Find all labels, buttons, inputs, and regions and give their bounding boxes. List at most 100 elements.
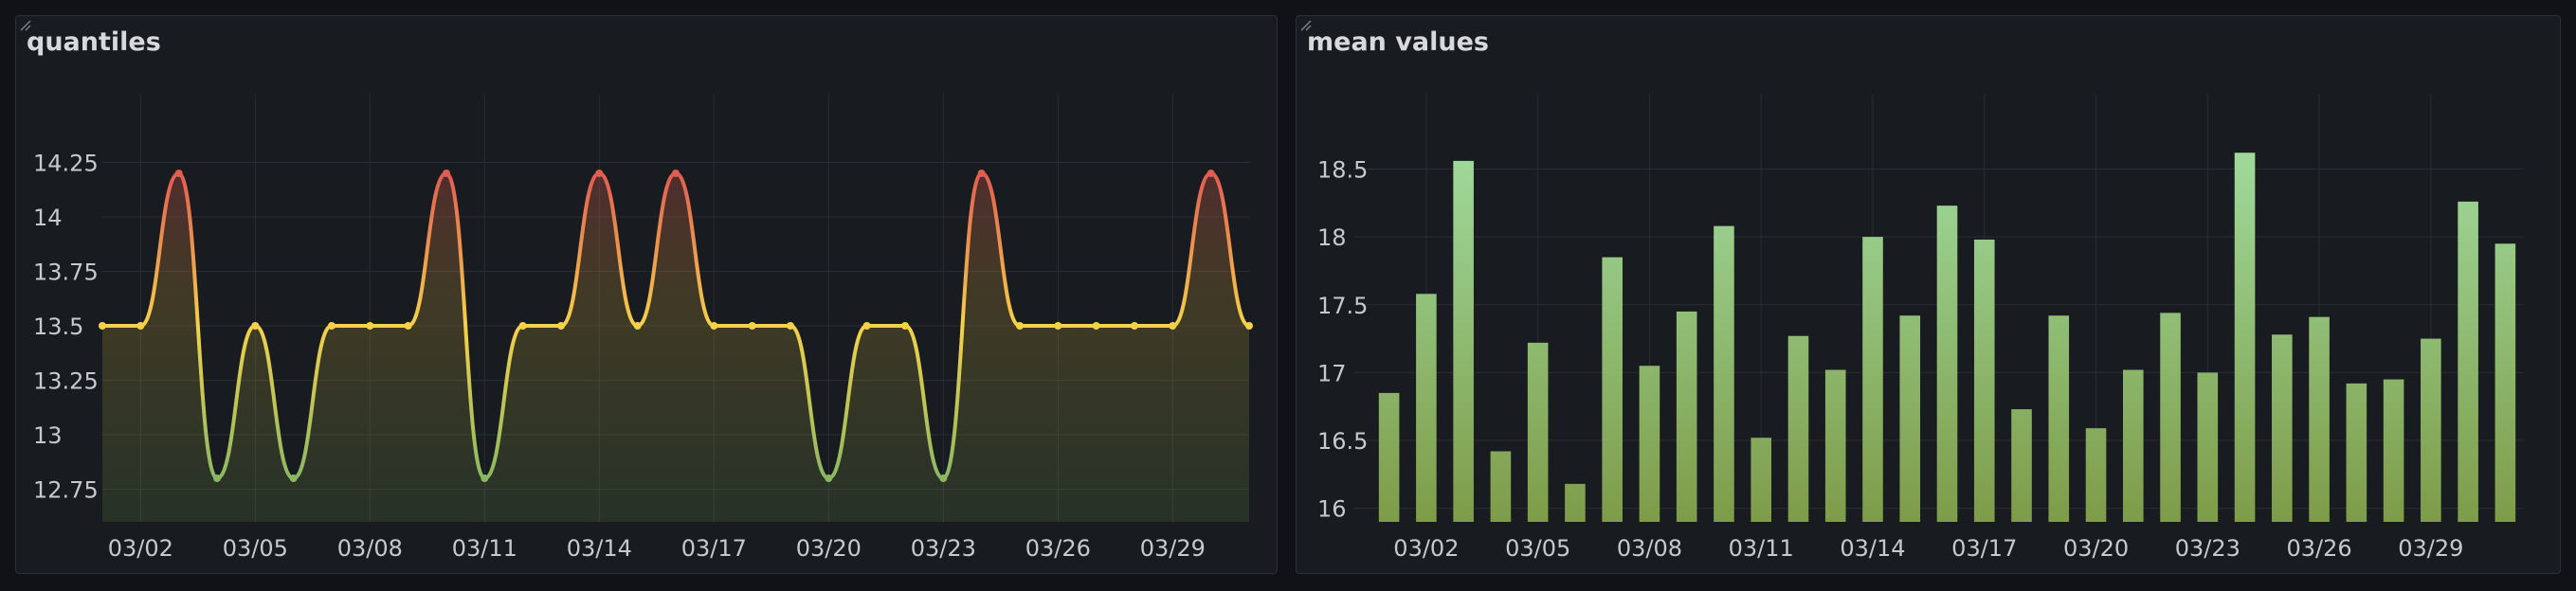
x-tick-label: 03/08 (1617, 535, 1682, 562)
data-point[interactable] (289, 475, 298, 482)
data-point[interactable] (977, 170, 986, 177)
bar[interactable] (2085, 428, 2107, 522)
bar[interactable] (2383, 379, 2404, 522)
y-tick-label: 17.5 (1317, 293, 1368, 319)
bar[interactable] (2494, 243, 2516, 522)
y-tick-label: 12.75 (33, 477, 99, 504)
y-tick-label: 13.75 (33, 260, 99, 286)
x-tick-label: 03/20 (2063, 535, 2129, 562)
y-tick-label: 13 (33, 422, 63, 449)
data-point[interactable] (99, 322, 106, 330)
y-tick-label: 17 (1317, 360, 1347, 386)
x-tick-label: 03/17 (681, 535, 747, 562)
x-tick-label: 03/17 (1951, 535, 2017, 562)
quantiles-line-chart: 14.25 14 13.75 13.5 13.25 13 12.75 03/02 03/05 03… (33, 95, 1253, 562)
data-point[interactable] (1054, 322, 1062, 330)
bar[interactable] (1453, 160, 1474, 522)
bar[interactable] (1378, 392, 1400, 522)
bar[interactable] (2048, 315, 2070, 522)
mean-values-bar-chart: 18.5 18 17.5 17 16.5 16 03/02 03/05 03/08 03/11 03… (1317, 95, 2524, 562)
quantiles-panel: quantiles 14.25 14 13.75 13.5 13.25 13 12.75 03… (15, 15, 1278, 574)
x-tick-label: 03/14 (567, 535, 632, 562)
bar[interactable] (1936, 206, 1958, 523)
data-point[interactable] (481, 475, 489, 482)
bar[interactable] (1602, 257, 1623, 522)
data-point[interactable] (1245, 322, 1253, 330)
panel-title-quantiles[interactable]: quantiles (27, 27, 161, 57)
x-tick-label: 03/23 (2175, 535, 2240, 562)
bar[interactable] (1824, 369, 1846, 522)
x-tick-label: 03/20 (796, 535, 862, 562)
bar[interactable] (1565, 483, 1586, 522)
data-point[interactable] (1092, 322, 1100, 330)
bar[interactable] (2160, 313, 2181, 522)
bar[interactable] (1751, 438, 1772, 522)
panel-title-mean-values[interactable]: mean values (1307, 27, 1489, 57)
data-point[interactable] (748, 322, 756, 330)
data-point[interactable] (595, 170, 604, 177)
data-point[interactable] (787, 322, 794, 330)
x-tick-label: 03/14 (1840, 535, 1905, 562)
bar[interactable] (2197, 372, 2219, 522)
data-point[interactable] (825, 475, 833, 482)
x-tick-label: 03/02 (1393, 535, 1459, 562)
data-point[interactable] (366, 322, 374, 330)
x-tick-label: 03/08 (337, 535, 403, 562)
bar[interactable] (2421, 338, 2441, 522)
data-point[interactable] (901, 322, 909, 330)
data-point[interactable] (174, 170, 183, 177)
bar[interactable] (2234, 152, 2256, 522)
bar[interactable] (2011, 409, 2032, 522)
data-point[interactable] (1206, 170, 1215, 177)
x-tick-label: 03/05 (1505, 535, 1570, 562)
data-point[interactable] (633, 322, 642, 330)
data-point[interactable] (518, 322, 527, 330)
data-point[interactable] (251, 322, 260, 330)
data-point[interactable] (939, 475, 948, 482)
data-point[interactable] (213, 475, 221, 482)
data-point[interactable] (404, 322, 412, 330)
x-tick-label: 03/29 (1140, 535, 1206, 562)
data-point[interactable] (1131, 322, 1138, 330)
data-point[interactable] (862, 322, 871, 330)
bar[interactable] (1787, 335, 1809, 522)
data-point[interactable] (557, 322, 565, 330)
x-tick-label: 03/11 (452, 535, 517, 562)
x-tick-label: 03/29 (2398, 535, 2463, 562)
bar[interactable] (1714, 225, 1734, 522)
data-point[interactable] (1169, 322, 1177, 330)
x-tick-label: 03/23 (911, 535, 976, 562)
data-point[interactable] (443, 170, 450, 177)
resize-handle-icon[interactable] (16, 16, 31, 31)
bar[interactable] (1973, 239, 1995, 522)
y-tick-label: 18.5 (1317, 156, 1368, 183)
bar[interactable] (2122, 369, 2144, 522)
y-tick-label: 16.5 (1317, 428, 1368, 455)
bar[interactable] (1490, 451, 1512, 522)
resize-handle-icon[interactable] (1297, 16, 1312, 31)
y-tick-label: 13.5 (33, 313, 83, 340)
data-point[interactable] (1016, 322, 1024, 330)
bar[interactable] (1639, 366, 1660, 522)
bar[interactable] (2309, 316, 2330, 522)
bar[interactable] (2458, 201, 2478, 522)
x-tick-label: 03/26 (1025, 535, 1091, 562)
bar[interactable] (2346, 383, 2367, 522)
bar[interactable] (1416, 294, 1437, 522)
x-tick-label: 03/11 (1729, 535, 1794, 562)
bar[interactable] (2272, 334, 2293, 522)
y-tick-label: 13.25 (33, 368, 99, 395)
series-area (102, 173, 1249, 522)
y-tick-label: 16 (1317, 496, 1347, 523)
data-point[interactable] (328, 322, 336, 330)
x-tick-label: 03/05 (223, 535, 288, 562)
bar[interactable] (1676, 311, 1697, 522)
mean-values-panel: mean values 18.5 18 17.5 17 16.5 16 03/02 03/05… (1296, 15, 2561, 574)
x-tick-label: 03/02 (108, 535, 173, 562)
data-point[interactable] (710, 322, 718, 330)
bar[interactable] (1527, 342, 1549, 522)
bar[interactable] (1862, 237, 1883, 523)
data-point[interactable] (672, 170, 680, 177)
bar[interactable] (1899, 315, 1921, 522)
data-point[interactable] (136, 322, 145, 330)
